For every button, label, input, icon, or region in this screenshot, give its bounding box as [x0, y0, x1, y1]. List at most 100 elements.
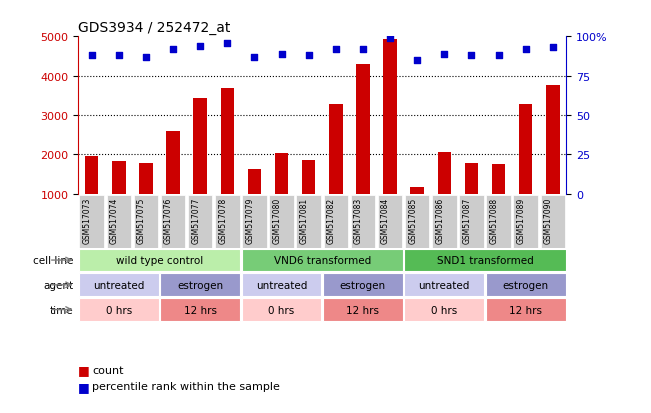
Point [493, 53, 504, 59]
Text: untreated: untreated [256, 280, 307, 290]
FancyBboxPatch shape [133, 195, 158, 248]
FancyBboxPatch shape [242, 299, 322, 321]
Bar [221, 89, 234, 233]
Point [547, 45, 558, 52]
Text: estrogen: estrogen [177, 280, 223, 290]
Text: 0 hrs: 0 hrs [105, 305, 132, 315]
Text: GSM517077: GSM517077 [191, 197, 201, 243]
Text: estrogen: estrogen [340, 280, 386, 290]
FancyBboxPatch shape [404, 299, 484, 321]
Point [439, 51, 449, 58]
Text: GSM517083: GSM517083 [354, 197, 363, 243]
Text: 12 hrs: 12 hrs [184, 305, 217, 315]
FancyBboxPatch shape [540, 195, 565, 248]
FancyBboxPatch shape [459, 195, 484, 248]
Point [249, 54, 260, 61]
Bar [247, 169, 261, 233]
FancyBboxPatch shape [323, 299, 403, 321]
Text: 0 hrs: 0 hrs [431, 305, 458, 315]
Text: GSM517074: GSM517074 [110, 197, 118, 243]
Bar [437, 153, 451, 233]
Text: SND1 transformed: SND1 transformed [437, 256, 533, 266]
FancyBboxPatch shape [514, 195, 538, 248]
FancyBboxPatch shape [486, 299, 566, 321]
Bar [492, 164, 505, 233]
Text: GSM517078: GSM517078 [218, 197, 227, 243]
Bar [139, 164, 153, 233]
Text: 0 hrs: 0 hrs [268, 305, 295, 315]
Bar [193, 99, 207, 233]
Text: GSM517086: GSM517086 [436, 197, 444, 243]
Point [87, 53, 97, 59]
Text: 12 hrs: 12 hrs [509, 305, 542, 315]
Text: GSM517085: GSM517085 [408, 197, 417, 243]
FancyBboxPatch shape [79, 249, 240, 272]
Bar [275, 153, 288, 233]
FancyBboxPatch shape [242, 195, 267, 248]
Text: percentile rank within the sample: percentile rank within the sample [92, 381, 281, 391]
FancyBboxPatch shape [79, 274, 159, 297]
Text: VND6 transformed: VND6 transformed [273, 256, 371, 266]
Point [358, 46, 368, 53]
Text: GSM517080: GSM517080 [273, 197, 281, 243]
Text: agent: agent [43, 280, 73, 290]
Text: wild type control: wild type control [116, 256, 203, 266]
Text: GDS3934 / 252472_at: GDS3934 / 252472_at [78, 21, 230, 35]
FancyBboxPatch shape [161, 195, 186, 248]
FancyBboxPatch shape [215, 195, 240, 248]
FancyBboxPatch shape [432, 195, 456, 248]
Text: estrogen: estrogen [503, 280, 549, 290]
Bar [302, 161, 316, 233]
FancyBboxPatch shape [486, 195, 511, 248]
FancyBboxPatch shape [242, 249, 403, 272]
FancyBboxPatch shape [296, 195, 321, 248]
Bar [85, 157, 98, 233]
Point [195, 43, 206, 50]
Point [521, 46, 531, 53]
FancyBboxPatch shape [351, 195, 375, 248]
Text: GSM517079: GSM517079 [245, 197, 255, 243]
Bar [166, 131, 180, 233]
Text: time: time [49, 305, 73, 315]
Bar [465, 164, 478, 233]
Text: untreated: untreated [93, 280, 145, 290]
Text: GSM517073: GSM517073 [83, 197, 92, 243]
FancyBboxPatch shape [270, 195, 294, 248]
Bar [329, 105, 342, 233]
Text: GSM517084: GSM517084 [381, 197, 390, 243]
Point [385, 36, 395, 42]
FancyBboxPatch shape [160, 299, 240, 321]
FancyBboxPatch shape [188, 195, 212, 248]
Bar [519, 104, 533, 233]
Text: GSM517087: GSM517087 [462, 197, 471, 243]
Point [168, 46, 178, 53]
Text: GSM517090: GSM517090 [544, 197, 553, 243]
Point [466, 53, 477, 59]
Text: GSM517082: GSM517082 [327, 197, 336, 243]
Text: ■: ■ [78, 380, 90, 393]
Point [412, 57, 422, 64]
FancyBboxPatch shape [486, 274, 566, 297]
Point [141, 54, 151, 61]
Point [276, 51, 286, 58]
FancyBboxPatch shape [378, 195, 402, 248]
Text: GSM517076: GSM517076 [164, 197, 173, 243]
FancyBboxPatch shape [79, 195, 104, 248]
FancyBboxPatch shape [79, 299, 159, 321]
Text: GSM517075: GSM517075 [137, 197, 146, 243]
FancyBboxPatch shape [405, 195, 430, 248]
FancyBboxPatch shape [324, 195, 348, 248]
FancyBboxPatch shape [160, 274, 240, 297]
Text: GSM517081: GSM517081 [299, 197, 309, 243]
Bar [410, 188, 424, 233]
Text: untreated: untreated [419, 280, 470, 290]
Bar [112, 162, 126, 233]
Point [113, 53, 124, 59]
FancyBboxPatch shape [242, 274, 322, 297]
Text: ■: ■ [78, 363, 90, 376]
Text: GSM517089: GSM517089 [517, 197, 526, 243]
FancyBboxPatch shape [107, 195, 131, 248]
Text: count: count [92, 365, 124, 375]
Point [303, 53, 314, 59]
Bar [546, 85, 560, 233]
